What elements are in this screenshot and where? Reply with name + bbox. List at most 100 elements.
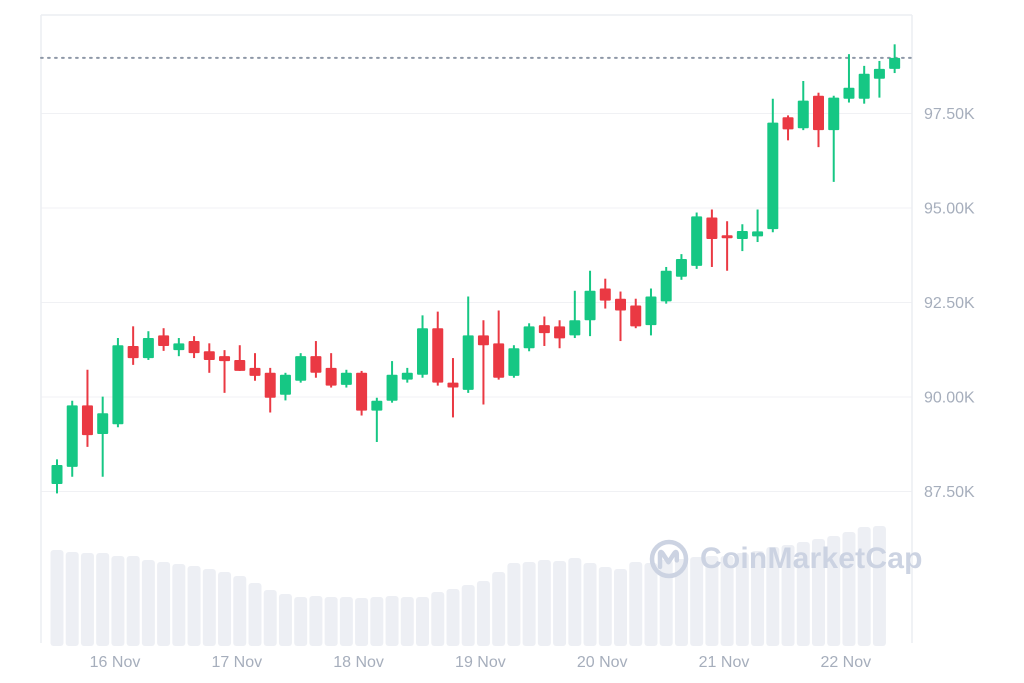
volume-bar: [157, 562, 171, 646]
volume-bar: [781, 545, 795, 646]
volume-bar: [568, 558, 582, 646]
volume-bar: [766, 547, 780, 646]
candle-body-down: [599, 288, 611, 301]
volume-bar: [827, 536, 841, 646]
x-axis-label: 21 Nov: [699, 654, 750, 671]
candle-body-up: [51, 465, 63, 484]
volume-bar: [187, 566, 201, 646]
volume-bar: [111, 556, 125, 646]
volume-bar: [278, 594, 292, 646]
volume-bar: [126, 556, 140, 646]
candle-body-up: [889, 57, 901, 69]
volume-bar: [309, 596, 323, 646]
volume-bar: [598, 567, 612, 646]
x-axis-label: 20 Nov: [577, 654, 628, 671]
candle-body-down: [554, 326, 566, 339]
candle-body-up: [858, 73, 870, 99]
volume-bar: [172, 564, 186, 646]
candle-body-up: [112, 345, 124, 425]
volume-bar: [294, 597, 308, 646]
candle-body-up: [340, 372, 352, 385]
candle-body-up: [142, 338, 154, 359]
candle-body-up: [417, 328, 429, 375]
candle-body-down: [81, 405, 93, 436]
volume-bar: [218, 572, 232, 646]
volume-bar: [796, 542, 810, 646]
candle-body-down: [813, 95, 824, 131]
candle-body-up: [767, 122, 779, 230]
volume-bar: [674, 559, 688, 646]
candle-body-up: [828, 97, 840, 131]
candle-body-up: [508, 348, 520, 376]
volume-bar: [248, 583, 262, 646]
volume-bar: [431, 592, 445, 646]
volume-bar: [842, 532, 856, 646]
volume-bar: [553, 561, 567, 646]
candlesticks: [51, 44, 901, 494]
candle-body-down: [158, 335, 170, 346]
candle-body-down: [188, 341, 200, 354]
x-axis-label: 18 Nov: [333, 654, 384, 671]
candle-body-down: [447, 382, 459, 388]
volume-bar: [50, 550, 64, 646]
volume-bar: [720, 556, 734, 646]
candle-body-down: [234, 359, 246, 371]
candle-body-up: [736, 231, 748, 239]
candle-body-down: [538, 325, 550, 334]
volume-bar: [872, 526, 886, 646]
y-axis-label: 95.00K: [924, 201, 975, 218]
y-axis-label: 87.50K: [924, 484, 975, 501]
candle-body-up: [797, 100, 809, 129]
candle-body-down: [127, 345, 139, 359]
candle-body-up: [569, 320, 581, 336]
volume-bar: [202, 569, 216, 646]
x-axis-label: 22 Nov: [820, 654, 871, 671]
candle-body-down: [325, 367, 337, 386]
volume-bar: [537, 560, 551, 646]
volume-bar: [446, 589, 460, 646]
candle-body-down: [630, 305, 642, 327]
volume-bar: [583, 563, 597, 646]
volume-bar: [233, 576, 247, 646]
plot-border: [40, 14, 913, 643]
candle-body-up: [523, 326, 535, 349]
candle-body-up: [279, 374, 291, 395]
grid-lines: [41, 113, 912, 492]
volume-bar: [80, 553, 94, 646]
candle-body-up: [584, 290, 596, 321]
candle-body-down: [249, 367, 261, 376]
candle-body-down: [477, 335, 489, 346]
candle-body-up: [66, 405, 78, 467]
candle-body-up: [462, 335, 474, 390]
candle-body-down: [310, 356, 322, 373]
y-axis-labels: 97.50K 95.00K 92.50K 90.00K 87.50K: [924, 106, 975, 501]
candle-body-down: [493, 343, 505, 378]
candle-body-down: [219, 356, 231, 362]
volume-bar: [324, 597, 338, 646]
volume-bar: [690, 557, 704, 646]
volume-bars: [50, 526, 886, 646]
y-axis-label: 90.00K: [924, 390, 975, 407]
volume-bar: [263, 590, 277, 646]
candle-body-up: [660, 270, 672, 302]
volume-bar: [857, 527, 871, 646]
candle-body-up: [752, 231, 764, 237]
candle-body-up: [371, 400, 383, 411]
candle-body-down: [203, 351, 215, 360]
x-axis-label: 19 Nov: [455, 654, 506, 671]
candle-body-up: [645, 296, 657, 326]
x-axis-labels: 16 Nov 17 Nov 18 Nov 19 Nov 20 Nov 21 Nov 22 N…: [90, 654, 872, 671]
volume-bar: [751, 551, 765, 646]
volume-bar: [659, 560, 673, 646]
volume-bar: [385, 596, 399, 646]
volume-bar: [507, 563, 521, 646]
candle-body-up: [295, 356, 307, 381]
candle-body-down: [356, 372, 368, 411]
volume-bar: [492, 572, 506, 646]
volume-bar: [65, 552, 79, 646]
volume-bar: [735, 553, 749, 646]
volume-bar: [141, 560, 155, 646]
volume-bar: [96, 553, 110, 646]
